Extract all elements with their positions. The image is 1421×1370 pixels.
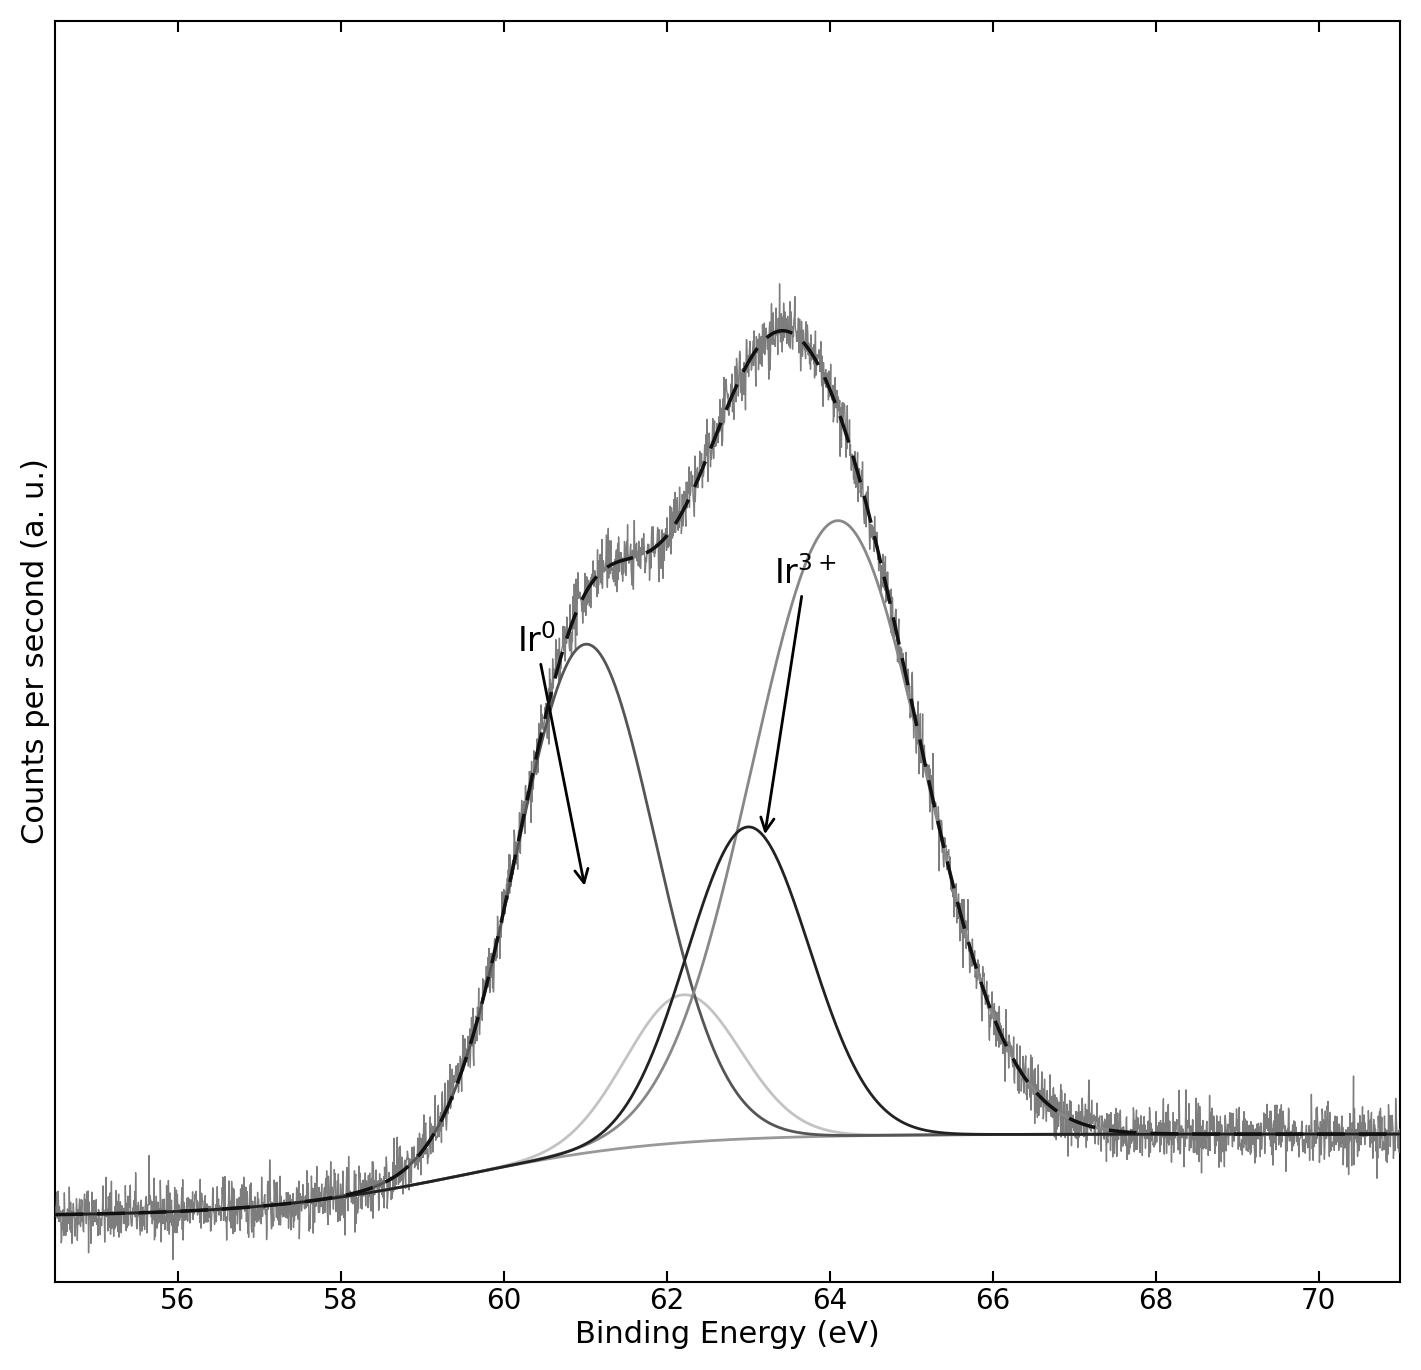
X-axis label: Binding Energy (eV): Binding Energy (eV) <box>576 1321 880 1349</box>
Text: Ir$^{3+}$: Ir$^{3+}$ <box>760 556 837 832</box>
Y-axis label: Counts per second (a. u.): Counts per second (a. u.) <box>21 459 50 844</box>
Text: Ir$^0$: Ir$^0$ <box>517 623 588 882</box>
